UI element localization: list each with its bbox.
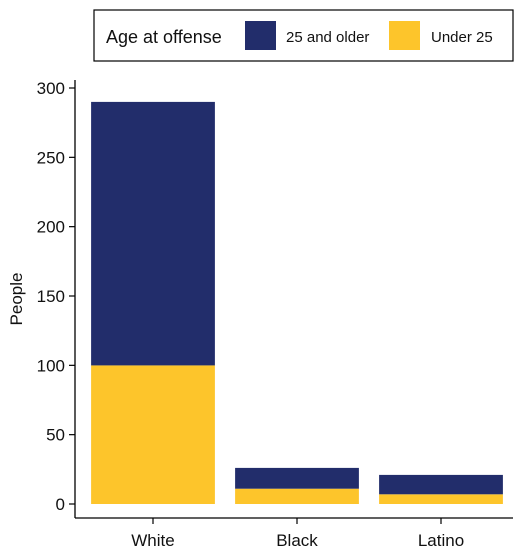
x-tick-label-black: Black: [276, 531, 318, 550]
x-ticks: White Black Latino: [131, 518, 464, 550]
legend-label-25-and-older: 25 and older: [286, 29, 369, 46]
bars: [91, 101, 503, 504]
y-axis-title: People: [7, 273, 26, 326]
legend-title: Age at offense: [106, 27, 222, 47]
y-tick-label-150: 150: [37, 287, 65, 306]
bar-latino-under-25: [379, 494, 503, 504]
legend: Age at offense 25 and older Under 25: [93, 9, 514, 62]
legend-box: [93, 9, 514, 62]
bar-white-25-and-older: [91, 101, 215, 366]
legend-swatch-25-and-older: [245, 21, 276, 50]
y-tick-label-50: 50: [46, 426, 65, 445]
y-tick-label-200: 200: [37, 218, 65, 237]
bar-black-under-25: [235, 488, 359, 504]
legend-swatch-under-25: [389, 21, 420, 50]
y-tick-label-100: 100: [37, 356, 65, 375]
bar-white-under-25: [91, 365, 215, 504]
legend-label-under-25: Under 25: [431, 29, 493, 46]
x-tick-label-white: White: [131, 531, 174, 550]
bar-black-25-and-older: [235, 467, 359, 489]
y-ticks: 0 50 100 150 200 250 300: [37, 79, 75, 514]
bar-latino-25-and-older: [379, 474, 503, 495]
y-tick-label-0: 0: [56, 495, 65, 514]
y-tick-label-250: 250: [37, 148, 65, 167]
y-tick-label-300: 300: [37, 79, 65, 98]
x-tick-label-latino: Latino: [418, 531, 464, 550]
